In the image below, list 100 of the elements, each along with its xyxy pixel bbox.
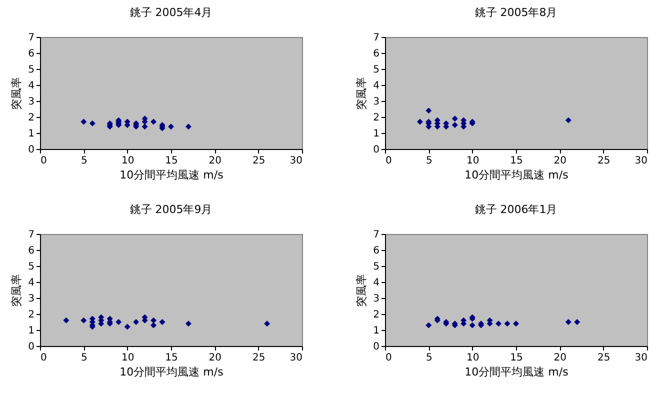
chart-title: 銚子 2005年9月 (130, 203, 212, 216)
x-tick-label: 0 (386, 156, 392, 166)
y-tick-label: 0 (28, 342, 34, 352)
point (565, 117, 572, 124)
point (80, 118, 87, 125)
y-tick-label: 4 (373, 278, 380, 288)
point (452, 116, 458, 122)
point (150, 317, 157, 324)
y-tick-label: 5 (28, 64, 34, 76)
x-tick-label: 20 (554, 352, 567, 364)
point (264, 320, 270, 327)
chart-title: 銚子 2005年4月 (130, 6, 212, 19)
x-tick-label: 25 (597, 156, 610, 166)
x-tick-label: 15 (510, 352, 523, 364)
x-tick-label: 5 (426, 352, 432, 364)
y-tick-label: 6 (373, 48, 380, 60)
y-tick-label: 1 (373, 326, 380, 336)
point (513, 320, 519, 327)
y-tick-label: 2 (373, 310, 380, 320)
chart-title: 銚子 2005年8月 (474, 6, 558, 19)
x-tick-label: 10 (466, 156, 480, 166)
point (116, 319, 122, 325)
y-tick-label: 6 (28, 246, 34, 256)
x-tick-label: 0 (40, 352, 47, 364)
x-tick-label: 30 (290, 352, 302, 364)
point (504, 320, 510, 327)
x-tick-label: 10 (121, 352, 134, 364)
chart-title: 銚子 2006年1月 (474, 203, 558, 216)
point (416, 118, 423, 125)
point (159, 319, 166, 325)
x-tick-label: 10 (121, 156, 134, 166)
y-tick-label: 7 (28, 230, 34, 240)
point (469, 322, 476, 328)
y-tick-label: 6 (373, 246, 380, 256)
x-tick-label: 5 (80, 156, 88, 166)
y-tick-label: 5 (373, 262, 380, 272)
y-tick-label: 5 (28, 262, 34, 272)
y-tick-label: 2 (28, 112, 34, 124)
y-tick-label: 1 (28, 128, 34, 140)
y-axis-title: 突風率 (355, 274, 368, 307)
x-tick-label: 20 (208, 352, 222, 364)
point (496, 320, 502, 327)
point (150, 118, 157, 125)
point (185, 124, 192, 130)
point (574, 319, 580, 325)
y-tick-label: 7 (28, 32, 34, 44)
x-tick-label: 15 (510, 156, 523, 166)
x-tick-label: 5 (426, 156, 432, 166)
point (185, 320, 192, 327)
point (168, 124, 174, 130)
x-tick-label: 25 (252, 156, 266, 166)
x-tick-label: 30 (634, 156, 648, 166)
x-tick-label: 20 (554, 156, 567, 166)
x-tick-label: 0 (40, 156, 47, 166)
point (426, 322, 432, 328)
point (452, 122, 458, 128)
y-tick-label: 2 (28, 310, 34, 320)
y-tick-label: 0 (373, 144, 380, 156)
x-tick-label: 15 (165, 352, 178, 364)
point (565, 319, 572, 325)
y-tick-label: 5 (373, 64, 380, 76)
y-tick-label: 1 (28, 326, 34, 336)
point (142, 124, 148, 130)
y-tick-label: 3 (28, 294, 34, 304)
y-tick-label: 7 (373, 32, 380, 44)
y-tick-label: 4 (373, 80, 380, 92)
x-tick-label: 25 (252, 352, 266, 364)
x-tick-label: 15 (165, 156, 178, 166)
point (133, 319, 140, 325)
x-tick-label: 0 (386, 352, 392, 364)
y-tick-label: 0 (28, 144, 34, 156)
y-axis-title: 突風率 (10, 77, 24, 110)
y-tick-label: 4 (28, 80, 34, 92)
y-tick-label: 3 (373, 96, 380, 108)
x-tick-label: 5 (80, 352, 88, 364)
point (150, 322, 157, 328)
x-tick-label: 20 (208, 156, 222, 166)
point (124, 324, 130, 330)
point (426, 108, 432, 114)
y-tick-label: 4 (28, 278, 34, 288)
x-tick-label: 30 (634, 352, 648, 364)
y-tick-label: 3 (373, 294, 380, 304)
y-tick-label: 3 (28, 96, 34, 108)
point (80, 317, 87, 324)
x-axis-title: 10分間平均風速 m/s (120, 168, 224, 182)
y-axis-title: 突風率 (10, 274, 24, 307)
x-axis-title: 10分間平均風速 m/s (120, 366, 224, 378)
point (63, 317, 70, 324)
x-tick-label: 30 (290, 156, 302, 166)
y-tick-label: 6 (28, 48, 34, 60)
y-tick-label: 7 (373, 230, 380, 240)
y-tick-label: 2 (373, 112, 380, 124)
x-axis-title: 10分間平均風速 m/s (464, 168, 569, 182)
x-axis-title: 10分間平均風速 m/s (464, 366, 569, 378)
y-tick-label: 1 (373, 128, 380, 140)
y-axis-title: 突風率 (355, 77, 368, 110)
x-tick-label: 10 (466, 352, 480, 364)
y-tick-label: 0 (373, 342, 380, 352)
x-tick-label: 25 (597, 352, 610, 364)
point (89, 120, 96, 126)
